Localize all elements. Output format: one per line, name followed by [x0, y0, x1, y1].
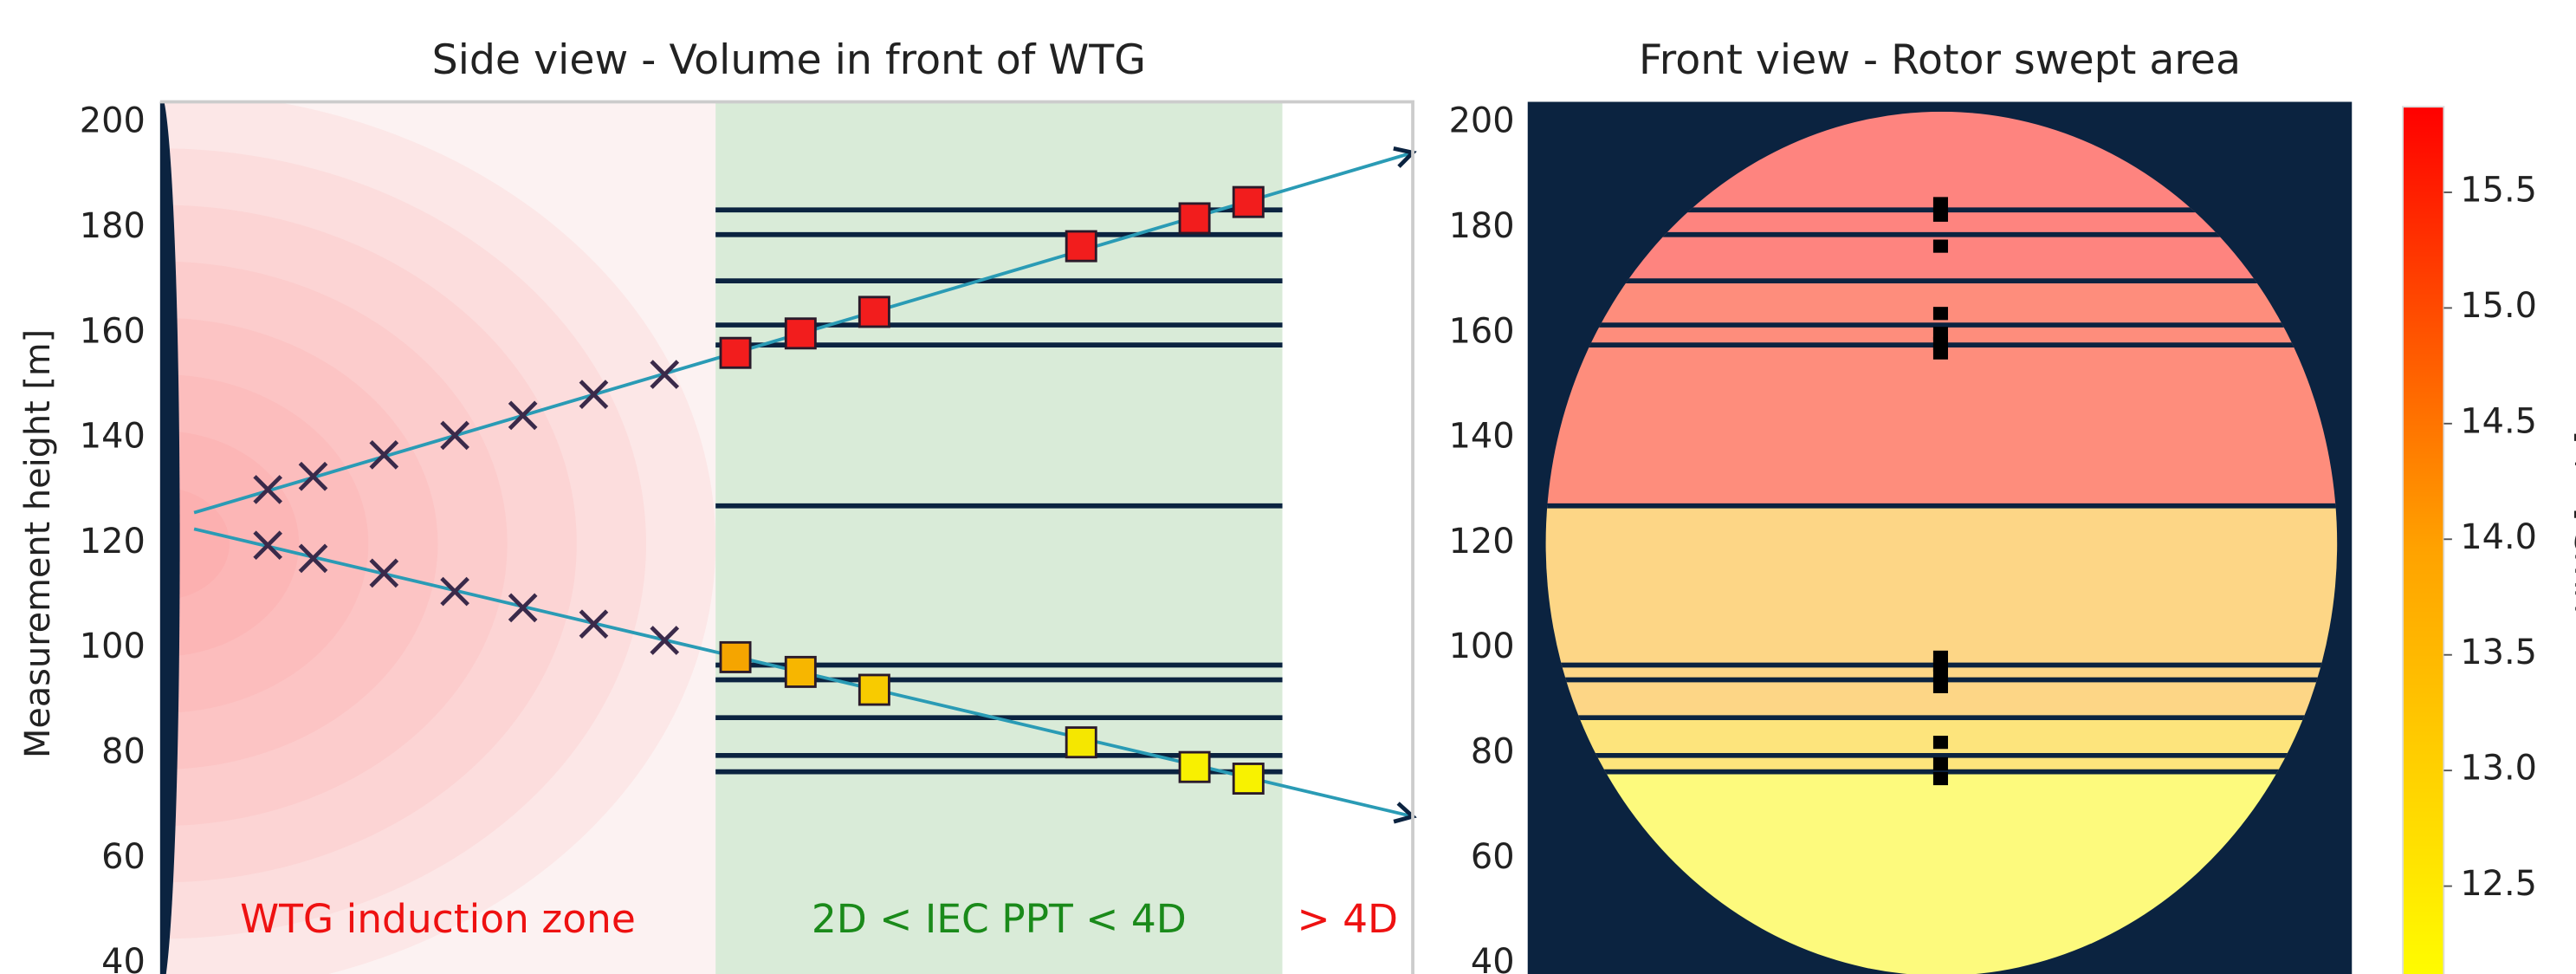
square-marker: [1178, 750, 1211, 783]
cross-marker: [440, 576, 469, 607]
colorbar-label: HWS [m/s]: [2569, 431, 2576, 614]
cross-marker: [298, 543, 328, 574]
square-marker: [719, 336, 752, 369]
measurement-point: [1932, 756, 1948, 771]
y-tick-label: 100: [80, 627, 146, 666]
measurement-point: [1932, 239, 1948, 253]
cross-marker: [579, 380, 609, 409]
square-marker: [1232, 763, 1265, 795]
y-tick-label: 180: [1449, 206, 1515, 246]
colorbar-tick-label: 14.0: [2460, 517, 2537, 557]
colorbar-tick-label: 15.5: [2460, 170, 2537, 210]
zone: [1282, 101, 1414, 974]
measurement-point: [1932, 197, 1948, 211]
chart-title: Front view - Rotor swept area: [1639, 36, 2241, 84]
square-marker: [784, 655, 817, 688]
square-marker: [1232, 185, 1265, 218]
y-tick-label: 40: [1471, 942, 1515, 974]
cross-marker: [650, 360, 680, 389]
y-tick-label: 80: [1471, 732, 1515, 772]
measurement-point: [1932, 679, 1948, 693]
y-tick-label: 200: [1449, 101, 1515, 141]
cross-marker: [253, 475, 283, 504]
colorbar-tick-label: 15.0: [2460, 286, 2537, 326]
y-axis-label: Measurement height [m]: [18, 329, 58, 758]
colorbar-tick-label: 13.0: [2460, 749, 2537, 789]
y-tick-label: 140: [1449, 417, 1515, 457]
y-tick-label: 160: [80, 311, 146, 351]
colorbar-tick-label: 12.5: [2460, 864, 2537, 904]
square-marker: [719, 640, 752, 673]
measurement-point: [1932, 668, 1948, 682]
group: [159, 101, 1414, 974]
cross-marker: [369, 440, 399, 470]
measurement-point: [1932, 346, 1948, 360]
square-marker: [1065, 726, 1097, 759]
y-tick-label: 180: [80, 206, 146, 246]
square-marker: [858, 295, 890, 328]
rotor: [159, 101, 180, 974]
cross-marker: [508, 593, 538, 623]
induction-ring: [159, 317, 438, 769]
y-tick-label: 100: [1449, 627, 1515, 666]
y-tick-label: 200: [80, 101, 146, 141]
zone: [159, 101, 716, 974]
cross-marker: [579, 609, 609, 640]
y-tick-label: 120: [1449, 522, 1515, 562]
y-tick-label: 60: [101, 837, 146, 877]
induction-ring: [159, 148, 646, 939]
y-tick-label: 120: [80, 522, 146, 562]
chart-title: Side view - Volume in front of WTG: [432, 36, 1146, 84]
y-tick-label: 160: [1449, 311, 1515, 351]
square-marker: [858, 673, 890, 706]
cross-marker: [650, 626, 680, 655]
cross-marker: [440, 420, 469, 451]
zone: [715, 101, 1283, 974]
y-tick-label: 60: [1471, 837, 1515, 877]
measurement-point: [1932, 327, 1948, 341]
zone-label: WTG induction zone: [240, 896, 636, 942]
y-tick-label: 40: [101, 942, 146, 974]
cross-marker: [253, 530, 283, 561]
measurement-point: [1932, 307, 1948, 321]
y-tick-label: 80: [101, 732, 146, 772]
square-marker: [1065, 230, 1097, 263]
zone-label: > 4D: [1298, 896, 1399, 942]
colorbar-tick-label: 14.5: [2460, 401, 2537, 441]
induction-ring: [159, 261, 508, 827]
measurement-point: [1932, 658, 1948, 672]
colorbar-tick-label: 13.5: [2460, 633, 2537, 672]
induction-ring: [159, 205, 577, 883]
square-marker: [1178, 202, 1211, 235]
cross-marker: [298, 461, 328, 491]
square-marker: [784, 317, 817, 350]
induction-ring: [159, 101, 715, 974]
y-tick-label: 140: [80, 417, 146, 457]
cross-marker: [369, 558, 399, 588]
frame: [159, 100, 1414, 974]
measurement-point: [1932, 208, 1948, 222]
zone-label: 2D < IEC PPT < 4D: [812, 896, 1187, 942]
cross-marker: [508, 400, 538, 431]
colorbar: [2402, 106, 2445, 974]
measurement-point: [1932, 771, 1948, 786]
measurement-point: [1932, 736, 1948, 750]
